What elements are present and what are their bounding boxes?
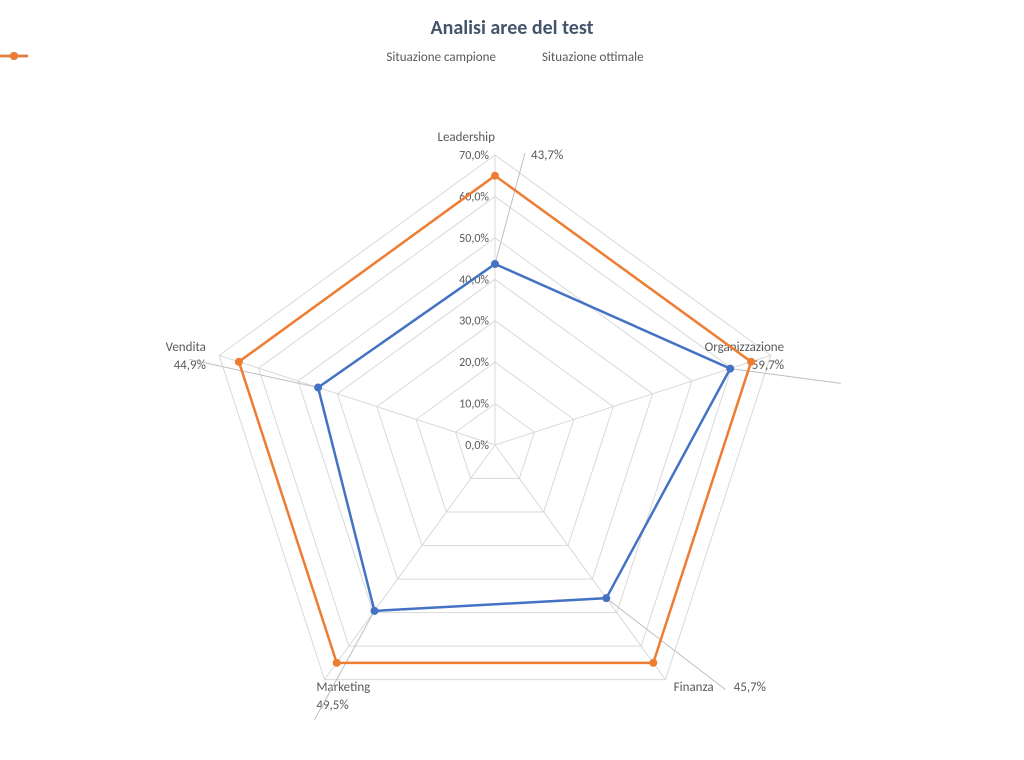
leader-line [495,153,525,264]
data-label: 49,5% [316,698,348,713]
grid-spoke [325,445,495,680]
series-marker [333,659,341,667]
data-label: 59,7% [752,358,784,373]
leader-line [189,359,318,387]
tick-label: 20,0% [459,356,489,370]
series-marker [491,172,499,180]
series-marker [726,365,734,373]
tick-label: 70,0% [459,149,489,163]
tick-label: 0,0% [465,439,489,453]
series-marker [747,358,755,366]
axis-label: Vendita [166,340,206,355]
series-marker [370,607,378,615]
grid-spoke [495,445,665,680]
series-marker [314,384,322,392]
series-marker [235,358,243,366]
axis-label: Finanza [674,680,714,695]
tick-label: 30,0% [459,315,489,329]
data-label: 43,7% [531,148,563,163]
series-marker [602,594,610,602]
tick-label: 10,0% [459,398,489,412]
radar-chart: 0,0%10,0%20,0%30,0%40,0%50,0%60,0%70,0%L… [0,0,1024,760]
series-marker [491,260,499,268]
axis-label: Leadership [438,130,496,145]
data-label: 45,7% [734,680,766,695]
leader-line [606,598,725,689]
tick-label: 50,0% [459,232,489,246]
data-label: 44,9% [174,358,206,373]
series-marker [649,659,657,667]
axis-label: Marketing [316,680,370,695]
axis-label: Organizzazione [705,340,784,355]
series-line [318,264,730,611]
